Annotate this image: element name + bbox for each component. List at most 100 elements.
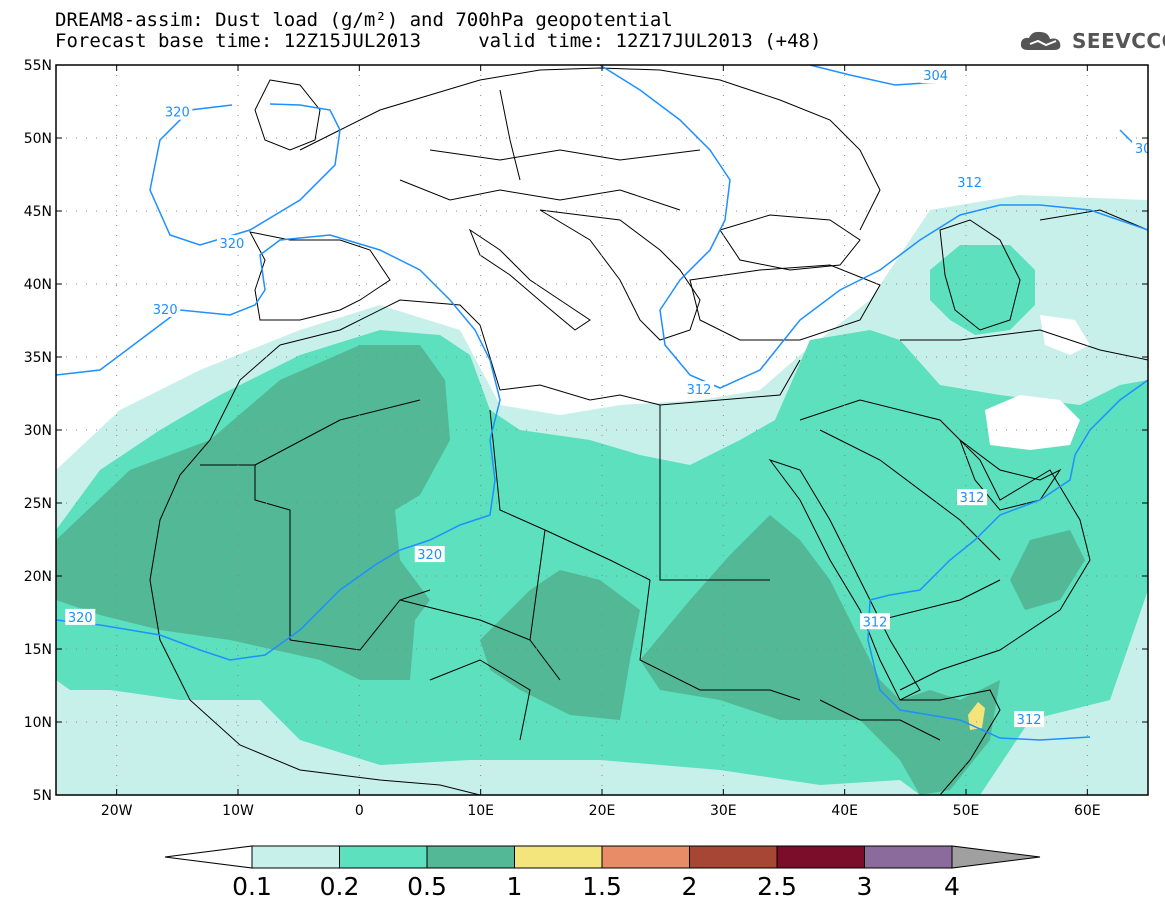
contour-label: 312: [1017, 713, 1042, 728]
contour-320-north: [149, 103, 341, 246]
outline-border-europe-1: [399, 179, 681, 211]
contour-320-main: [56, 234, 501, 661]
contour-label-bg: [860, 613, 890, 630]
outline-britain: [254, 79, 321, 151]
lat-tick-label: 55N: [24, 58, 52, 74]
contour-label-bg: [1132, 140, 1148, 157]
contour-label-bg: [216, 235, 247, 252]
colorbar-swatch: [689, 845, 778, 869]
colorbar-label: 0.2: [320, 872, 360, 901]
outline-caspian: [939, 219, 1021, 331]
contour-label-bg: [1014, 711, 1045, 728]
lat-tick-label: 20N: [24, 569, 52, 585]
contour-label: 304: [923, 69, 948, 84]
colorbar-label: 0.1: [232, 872, 272, 901]
logo-text: SEEVCCC: [1072, 29, 1165, 53]
outline-red-sea: [768, 459, 921, 701]
clear-patch-caspian-south: [1040, 315, 1090, 355]
outline-border-sahara-1: [200, 464, 291, 640]
outline-border-arabia-1: [819, 429, 1001, 561]
lat-tick-label: 25N: [24, 496, 52, 512]
lat-tick-label: 35N: [24, 350, 52, 366]
contour-label: 312: [687, 383, 712, 398]
contour-label-bg: [414, 546, 445, 563]
lon-tick-label: 50E: [953, 803, 980, 819]
lat-tick-label: 15N: [24, 642, 52, 658]
outline-border-sudan: [639, 579, 801, 701]
lat-tick-label: 5N: [33, 788, 52, 804]
contour-label: 320: [68, 611, 93, 626]
contour-304: [809, 65, 941, 86]
contour-label: 312: [960, 491, 985, 506]
colorbar-swatch: [601, 845, 690, 869]
colorbar-swatch: [339, 845, 428, 869]
lon-tick-label: 20W: [101, 803, 133, 819]
outline-border-egypt: [659, 405, 770, 581]
map-subtitle: Forecast base time: 12Z15JUL2013 valid t…: [55, 30, 822, 52]
dust-shade-0-2-caspian: [930, 245, 1035, 335]
contour-label: 320: [417, 548, 442, 563]
contour-label-bg: [150, 300, 181, 317]
outline-west-africa-coast: [149, 344, 481, 795]
outline-central-asia: [1039, 209, 1148, 231]
lon-tick-label: 60E: [1074, 803, 1101, 819]
outline-border-sahara-3: [289, 589, 431, 651]
clear-patch-iran: [985, 395, 1080, 450]
lon-tick-label: 0: [355, 803, 364, 819]
outline-iran: [900, 329, 1148, 361]
lon-tick-label: 20E: [589, 803, 616, 819]
map-outlines: [149, 67, 1148, 795]
colorbar-under-arrow: [164, 845, 253, 869]
outline-horn-of-africa: [900, 689, 1001, 795]
map-axes: 55N 50N 45N 40N 35N 30N 25N 20N 15N 10N 5N 20W 10W 0 1…: [24, 58, 1148, 819]
outline-black-sea: [719, 214, 861, 271]
lat-tick-label: 40N: [24, 277, 52, 293]
lat-tick-label: 45N: [24, 204, 52, 220]
colorbar-over-arrow: [951, 845, 1041, 869]
map-title: DREAM8-assim: Dust load (g/m²) and 700hP…: [55, 9, 673, 31]
colorbar-label: 1: [507, 872, 523, 901]
contour-label-bg: [920, 67, 951, 84]
contour-312-arabia: [867, 379, 1148, 741]
outline-border-ethiopia: [819, 699, 941, 741]
outline-border-europe-3: [499, 89, 521, 181]
cloud-icon: [1020, 31, 1061, 50]
contour-label: 320: [153, 303, 178, 318]
outline-italy: [468, 228, 591, 331]
colorbar-swatch: [426, 845, 515, 869]
dust-shade-0-5-west: [56, 345, 450, 680]
contour-label-bg: [957, 489, 988, 506]
contour-label-bg: [162, 103, 193, 120]
contour-labels: 320 320 320 320 320 304 312 312 312 312 312 30: [65, 67, 1148, 728]
lat-tick-label: 10N: [24, 715, 52, 731]
outline-arabia: [799, 399, 1091, 691]
colorbar-label: 2: [682, 872, 698, 901]
outline-balkans-greece: [539, 209, 701, 341]
colorbar-label: 1.5: [582, 872, 622, 901]
lat-tick-label: 30N: [24, 423, 52, 439]
colorbar-label: 0.5: [407, 872, 447, 901]
colorbar-label: 4: [944, 872, 960, 901]
lon-tick-label: 30E: [710, 803, 737, 819]
outline-border-arabia-2: [879, 579, 1001, 621]
colorbar-swatch: [251, 845, 340, 869]
dust-shade-0-5-arabia: [1010, 530, 1085, 610]
lon-tick-label: 10E: [467, 803, 494, 819]
colorbar-swatch: [776, 845, 865, 869]
outline-europe-north: [299, 67, 881, 231]
seevccc-logo: SEEVCCC: [1018, 26, 1165, 56]
colorbar-label: 2.5: [757, 872, 797, 901]
lon-tick-label: 10W: [222, 803, 254, 819]
outline-border-niger: [399, 599, 531, 641]
contour-label: 320: [220, 237, 245, 252]
contour-label: 312: [957, 176, 982, 191]
contour-label-bg: [954, 173, 985, 190]
plot-area: 320 320 320 320 320 304 312 312 312 312 312 30: [56, 65, 1148, 795]
outline-north-africa-coast: [279, 299, 801, 406]
contour-label-bg: [684, 381, 715, 398]
outline-border-nigeria: [429, 659, 531, 741]
colorbar: 0.1 0.2 0.5 1 1.5 2 2.5 3 4: [164, 845, 1041, 901]
contour-label: 320: [165, 106, 190, 121]
outline-persian-gulf: [958, 438, 1062, 511]
